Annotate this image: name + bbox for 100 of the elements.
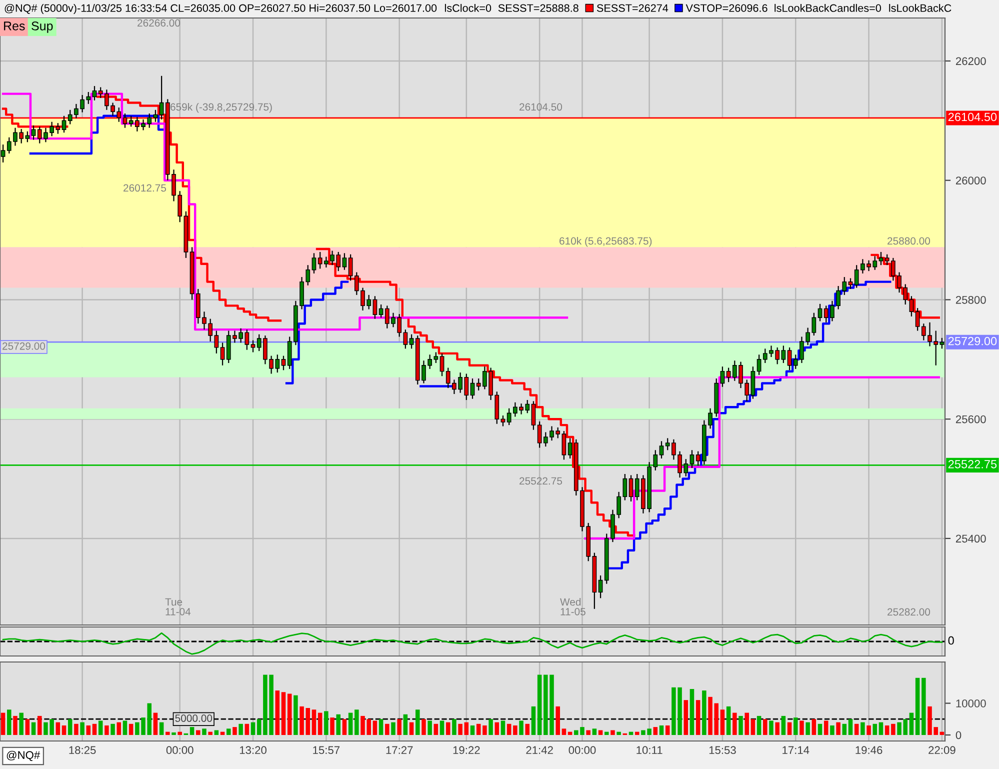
bar — [500, 720, 506, 735]
bar — [922, 678, 926, 735]
candlestick — [153, 109, 158, 122]
bar — [878, 722, 884, 735]
candlestick — [440, 352, 444, 377]
bar — [250, 722, 256, 735]
candlestick — [312, 252, 316, 274]
bar — [281, 692, 286, 735]
bar — [744, 712, 749, 735]
bar — [537, 674, 542, 735]
bar — [836, 722, 840, 735]
bar — [62, 725, 66, 735]
bar — [300, 706, 304, 735]
bar — [306, 708, 310, 735]
bar — [756, 716, 762, 735]
bar — [506, 724, 512, 735]
bar — [476, 724, 481, 735]
bar — [294, 695, 298, 735]
text: lsLookBackCandles=0 — [774, 4, 881, 12]
bar — [488, 719, 493, 735]
bar — [403, 714, 408, 735]
bar — [440, 720, 444, 735]
bar — [586, 730, 590, 735]
bar — [391, 722, 396, 735]
annotation: Res — [4, 22, 25, 30]
x-tick-label: 13:20 — [240, 746, 266, 754]
bar — [159, 722, 164, 735]
bar — [696, 700, 700, 735]
bar — [428, 720, 432, 735]
bar — [7, 710, 12, 735]
bar — [312, 710, 316, 735]
bar — [98, 720, 103, 735]
bar — [372, 720, 378, 735]
bar — [166, 732, 170, 735]
bar — [884, 725, 890, 735]
bar — [684, 700, 688, 735]
bar — [854, 724, 859, 735]
x-tick-label: 19:46 — [856, 746, 882, 754]
bar — [531, 706, 536, 735]
bar — [690, 688, 694, 735]
bar — [415, 710, 420, 735]
x-tick-label: 15:53 — [709, 746, 736, 754]
candlestick — [562, 430, 566, 460]
text: @NQ# — [6, 750, 40, 761]
bar — [86, 725, 91, 735]
candlestick — [720, 366, 725, 388]
bar — [80, 722, 84, 735]
bar — [720, 710, 725, 735]
bar — [342, 719, 347, 735]
candlestick — [31, 124, 36, 140]
bar — [866, 725, 871, 735]
bar — [598, 730, 603, 735]
candlestick — [726, 367, 731, 383]
ref-line-label: 5000.00 — [175, 714, 212, 722]
candlestick — [750, 366, 756, 400]
legend-label: SESST=26274 — [596, 4, 668, 12]
candlestick — [250, 340, 256, 353]
bar — [208, 732, 212, 735]
candlestick — [781, 345, 786, 364]
annotation: 25282.00 — [888, 608, 930, 616]
annotation: Sup — [32, 22, 53, 33]
bar — [915, 678, 920, 735]
candlestick — [372, 296, 378, 320]
bar — [172, 732, 176, 735]
bar — [470, 725, 475, 735]
bar — [604, 732, 609, 735]
bar — [153, 712, 158, 735]
bar — [226, 728, 231, 735]
candlestick — [378, 304, 384, 318]
bar — [592, 728, 597, 735]
bar — [556, 706, 560, 735]
bar — [104, 725, 109, 735]
bar — [378, 719, 384, 735]
bar — [116, 722, 122, 735]
x-tick-label: 22:09 — [928, 746, 956, 754]
bar — [812, 719, 816, 735]
candlestick — [348, 254, 353, 282]
y-tick-label: 26000 — [956, 176, 986, 184]
bar — [525, 724, 530, 735]
x-tick-label: 19:22 — [453, 746, 480, 754]
bar — [178, 732, 182, 735]
bar — [464, 722, 469, 735]
bar — [610, 730, 615, 735]
ref-line-label: 25729.00 — [948, 336, 997, 346]
bar — [860, 722, 865, 735]
bar — [318, 712, 322, 735]
y-tick-label: 25800 — [956, 296, 986, 304]
bar — [74, 724, 78, 735]
bar — [348, 712, 353, 735]
bar — [482, 725, 487, 735]
bar — [336, 714, 341, 735]
text: lsClock=0 — [444, 4, 492, 12]
x-tick-label: 00:00 — [166, 746, 194, 754]
bar — [793, 718, 798, 735]
bar — [397, 719, 402, 735]
ref-line-label: 0 — [948, 636, 954, 645]
bar — [519, 720, 524, 735]
bar — [787, 722, 792, 735]
bar — [13, 716, 18, 735]
bar — [238, 724, 243, 735]
